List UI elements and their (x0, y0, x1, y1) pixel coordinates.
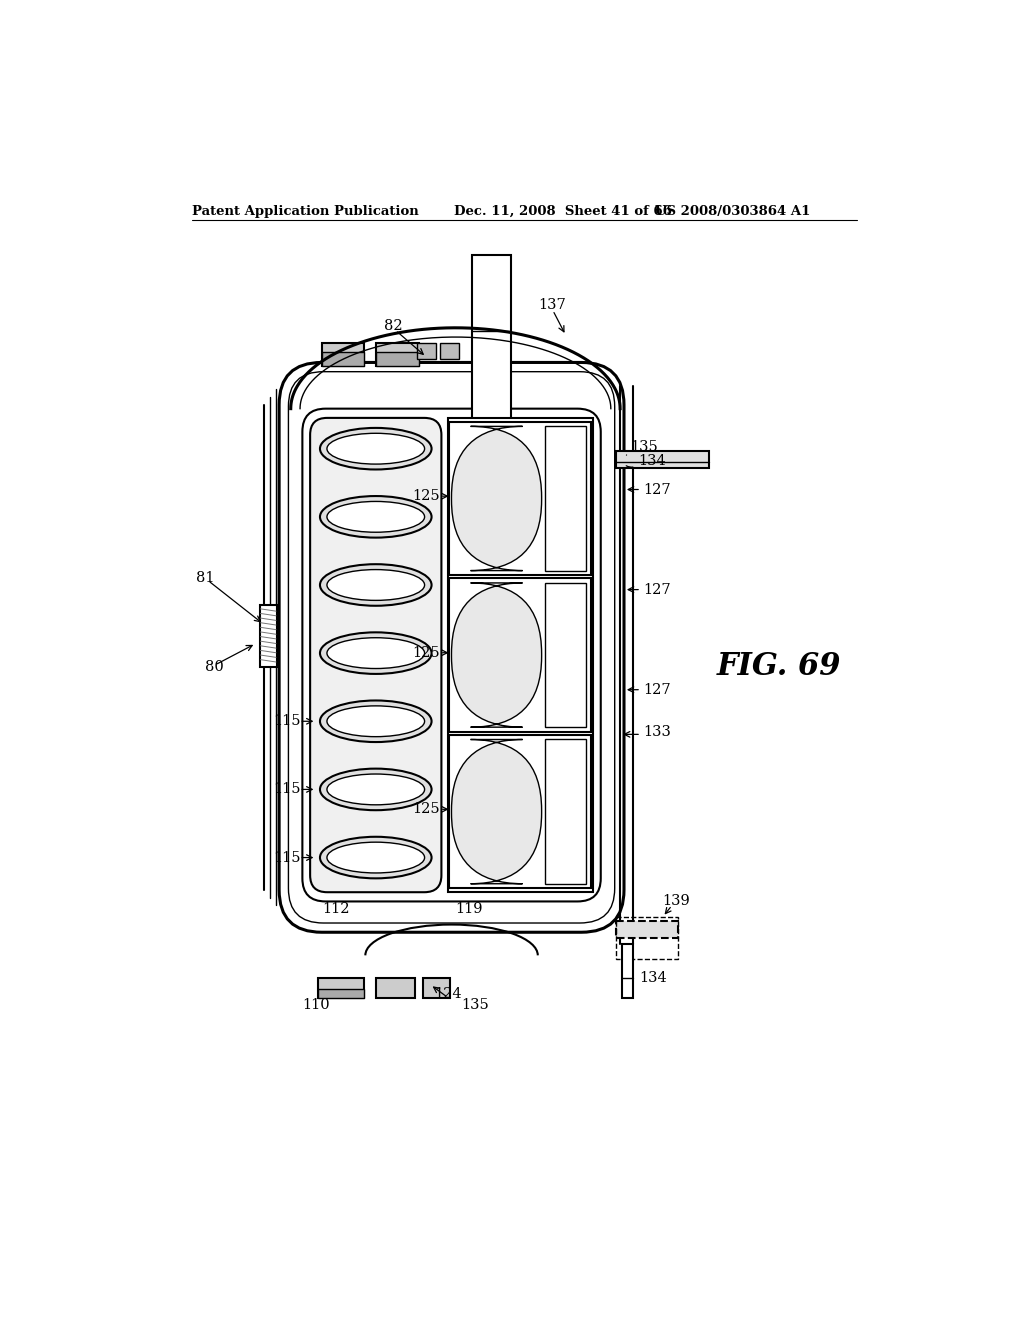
Bar (423, 978, 450, 998)
Bar (447, 418, 593, 892)
Ellipse shape (319, 768, 431, 810)
Text: 135: 135 (630, 440, 658, 454)
Ellipse shape (319, 428, 431, 470)
Text: 133: 133 (643, 725, 672, 739)
Ellipse shape (327, 502, 425, 532)
Text: 115: 115 (273, 714, 300, 729)
Ellipse shape (319, 632, 431, 675)
Bar (450, 578, 592, 731)
Text: 125: 125 (413, 803, 440, 816)
Bar (439, 343, 459, 359)
Text: 112: 112 (322, 902, 349, 916)
Text: 115: 115 (273, 783, 300, 796)
Bar (545, 426, 586, 570)
FancyBboxPatch shape (452, 583, 542, 727)
Text: 134: 134 (640, 972, 668, 986)
Text: FIG. 69: FIG. 69 (717, 651, 842, 682)
Text: 119: 119 (456, 902, 483, 916)
Ellipse shape (327, 774, 425, 805)
Text: 125: 125 (413, 645, 440, 660)
Text: 134: 134 (638, 454, 666, 469)
Bar (545, 583, 586, 727)
Text: 127: 127 (643, 682, 671, 697)
Ellipse shape (319, 701, 431, 742)
Text: US 2008/0303864 A1: US 2008/0303864 A1 (655, 205, 810, 218)
Text: 137: 137 (539, 298, 566, 312)
FancyBboxPatch shape (452, 426, 542, 570)
Bar (322, 343, 365, 367)
Text: 82: 82 (384, 319, 402, 333)
Bar (616, 917, 678, 960)
Ellipse shape (327, 570, 425, 601)
FancyBboxPatch shape (280, 363, 624, 932)
Bar (545, 739, 586, 884)
Text: 135: 135 (461, 998, 489, 1012)
FancyBboxPatch shape (302, 409, 601, 902)
Ellipse shape (327, 842, 425, 873)
Bar (622, 944, 633, 998)
Bar (450, 422, 592, 576)
Bar (472, 255, 511, 424)
Text: 127: 127 (643, 582, 671, 597)
FancyBboxPatch shape (310, 418, 441, 892)
Bar (450, 735, 592, 888)
Text: 139: 139 (663, 895, 690, 908)
Bar (616, 921, 678, 937)
Text: 127: 127 (643, 483, 671, 496)
FancyBboxPatch shape (452, 739, 542, 884)
Bar (417, 343, 436, 359)
Ellipse shape (327, 638, 425, 668)
Bar (376, 978, 415, 998)
Bar (322, 352, 365, 367)
Text: 80: 80 (206, 660, 224, 673)
Bar (376, 343, 419, 367)
Bar (376, 352, 419, 367)
Bar (616, 451, 710, 469)
Text: 124: 124 (434, 987, 462, 1001)
Bar (317, 978, 365, 998)
Text: 110: 110 (302, 998, 330, 1012)
Ellipse shape (319, 564, 431, 606)
Text: 81: 81 (197, 572, 215, 585)
Bar (260, 605, 276, 667)
Text: 115: 115 (273, 850, 300, 865)
Text: 125: 125 (413, 490, 440, 503)
Text: Dec. 11, 2008  Sheet 41 of 66: Dec. 11, 2008 Sheet 41 of 66 (454, 205, 672, 218)
Bar (317, 989, 365, 998)
Ellipse shape (319, 837, 431, 878)
Ellipse shape (319, 496, 431, 537)
Ellipse shape (327, 433, 425, 465)
Text: Patent Application Publication: Patent Application Publication (191, 205, 418, 218)
Ellipse shape (327, 706, 425, 737)
